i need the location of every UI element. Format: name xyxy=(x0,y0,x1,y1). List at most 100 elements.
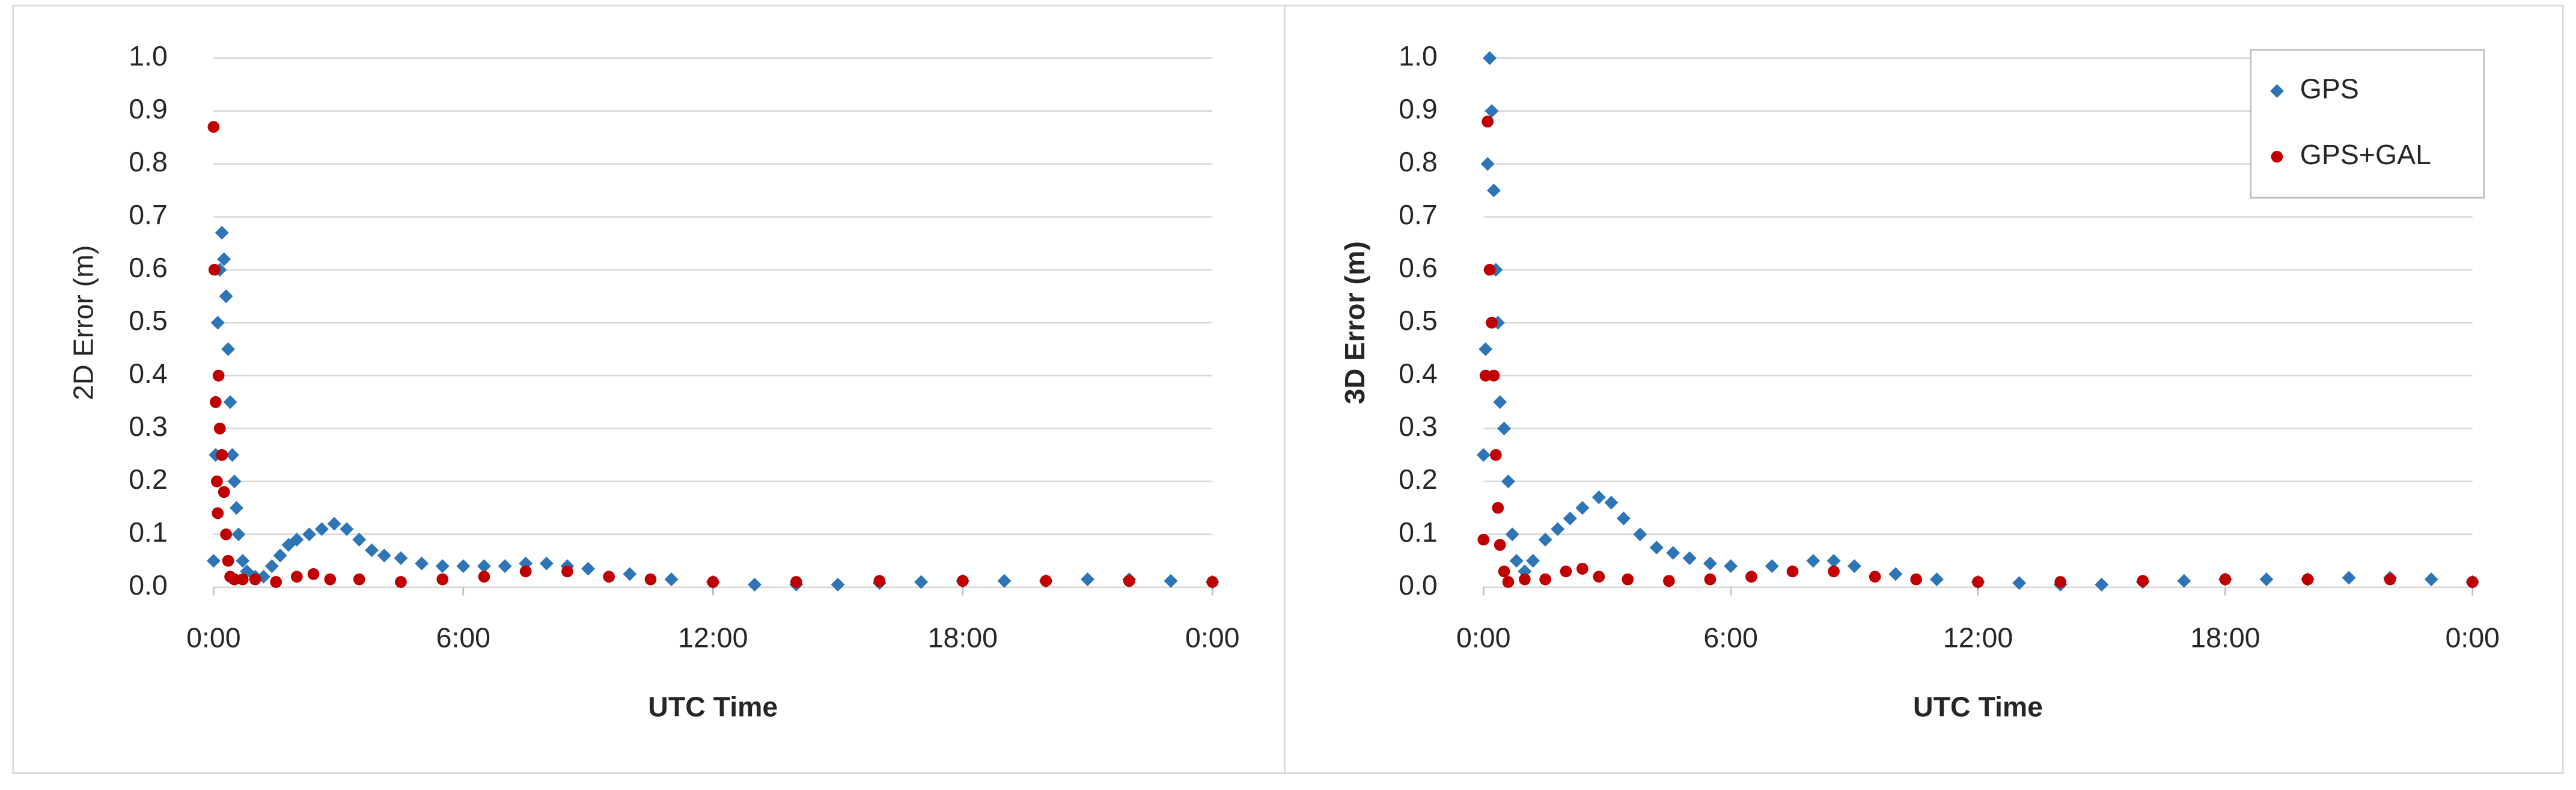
point xyxy=(1745,571,1757,583)
point xyxy=(1486,183,1501,198)
point xyxy=(307,568,320,580)
point xyxy=(539,556,554,571)
legend-marker xyxy=(2271,150,2283,163)
point xyxy=(790,576,802,588)
point xyxy=(2012,576,2027,590)
y-tick-label: 0.4 xyxy=(129,358,168,389)
point xyxy=(1649,540,1664,555)
point xyxy=(1493,395,1507,409)
x-tick-label: 0:00 xyxy=(2446,622,2500,654)
point xyxy=(1483,51,1497,66)
point xyxy=(1827,554,1841,568)
point xyxy=(2054,576,2067,588)
point xyxy=(231,527,246,542)
y-tick-label: 0.2 xyxy=(1399,464,1438,495)
point xyxy=(1477,533,1490,546)
point xyxy=(207,121,220,133)
point xyxy=(229,501,243,515)
point xyxy=(1666,546,1680,560)
y-tick-label: 0.0 xyxy=(1399,569,1438,601)
point xyxy=(1972,576,1984,588)
point xyxy=(1488,369,1500,382)
chart-frame xyxy=(12,4,1286,774)
point xyxy=(1498,565,1510,578)
point xyxy=(1682,551,1697,565)
point xyxy=(435,559,450,574)
point xyxy=(1505,527,1519,542)
point xyxy=(1847,559,1861,574)
point xyxy=(1828,565,1840,578)
y-tick-label: 0.7 xyxy=(1399,199,1438,230)
y-tick-label: 0.7 xyxy=(129,199,168,230)
point xyxy=(561,565,573,578)
point xyxy=(1491,316,1505,330)
point xyxy=(1575,501,1590,515)
y-axis-title: 2D Error (m) xyxy=(67,245,99,400)
point xyxy=(2095,577,2109,592)
point xyxy=(1040,575,1052,587)
point xyxy=(581,562,596,576)
point xyxy=(415,556,429,571)
point xyxy=(1593,571,1605,583)
point xyxy=(1479,369,1492,382)
point xyxy=(1724,559,1738,574)
point xyxy=(1502,576,1515,588)
point xyxy=(1560,565,1572,578)
y-tick-label: 0.2 xyxy=(129,464,168,495)
point xyxy=(1929,572,1944,587)
point xyxy=(1494,539,1506,551)
point xyxy=(212,369,225,382)
x-axis-title: UTC Time xyxy=(648,691,778,722)
point xyxy=(208,263,221,276)
point xyxy=(249,573,261,586)
point xyxy=(1633,527,1647,542)
point xyxy=(478,571,490,583)
point xyxy=(1509,554,1524,568)
point xyxy=(831,577,845,592)
point xyxy=(314,522,329,536)
point xyxy=(1497,421,1512,436)
point xyxy=(2219,573,2232,586)
point xyxy=(2466,576,2479,588)
point xyxy=(1490,449,1502,461)
point xyxy=(340,522,354,536)
y-tick-label: 0.6 xyxy=(1399,252,1438,283)
point xyxy=(914,575,929,589)
point xyxy=(212,507,224,519)
y-tick-label: 0.9 xyxy=(129,93,168,124)
point xyxy=(220,528,232,540)
point xyxy=(270,576,282,588)
point xyxy=(2177,574,2191,588)
point xyxy=(1539,573,1551,586)
y-tick-label: 0.5 xyxy=(129,305,168,336)
y-tick-label: 0.8 xyxy=(1399,146,1438,177)
point xyxy=(211,475,223,488)
point xyxy=(1592,490,1606,504)
point xyxy=(664,572,679,587)
point xyxy=(210,316,225,330)
y-tick-label: 0.8 xyxy=(129,146,168,177)
y-tick-label: 0.3 xyxy=(1399,411,1438,442)
y-tick-label: 0.6 xyxy=(129,252,168,283)
point xyxy=(1518,573,1531,586)
series xyxy=(207,121,1219,588)
point xyxy=(956,575,969,587)
point xyxy=(206,554,221,568)
x-tick-label: 18:00 xyxy=(2190,622,2260,654)
point xyxy=(290,533,304,547)
point xyxy=(1164,574,1178,588)
point xyxy=(1704,573,1717,586)
point xyxy=(1622,573,1634,586)
x-tick-label: 0:00 xyxy=(1185,622,1239,654)
point xyxy=(1476,448,1491,462)
point xyxy=(436,573,449,586)
point xyxy=(2137,575,2149,587)
series xyxy=(1477,115,2479,588)
point xyxy=(1482,115,1494,128)
y-tick-label: 0.3 xyxy=(129,411,168,442)
point xyxy=(236,573,249,586)
x-tick-label: 12:00 xyxy=(678,622,748,654)
point xyxy=(1206,576,1219,588)
point xyxy=(2301,573,2314,586)
